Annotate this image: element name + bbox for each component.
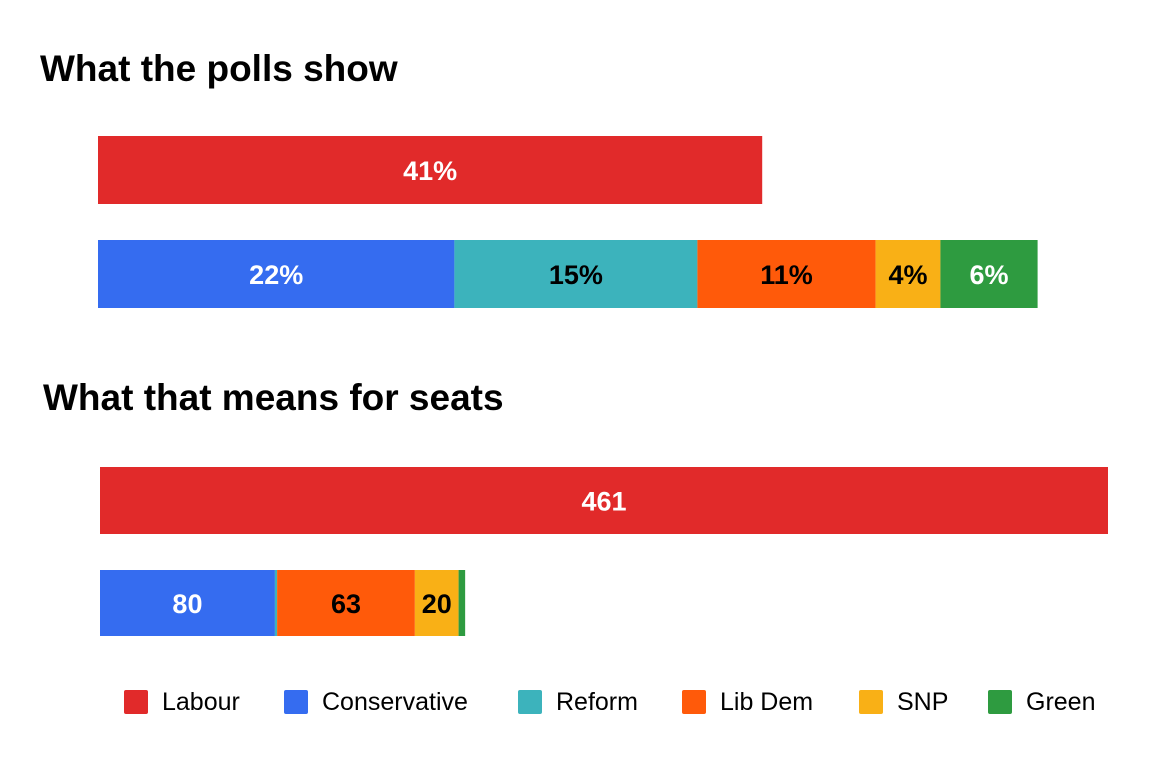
legend-swatch-snp <box>859 690 883 714</box>
polls-data-label-green: 6% <box>969 260 1008 290</box>
legend-swatch-labour <box>124 690 148 714</box>
legend-item-reform: Reform <box>518 688 638 716</box>
legend-swatch-reform <box>518 690 542 714</box>
legend-label-lib-dem: Lib Dem <box>720 688 813 716</box>
seats-bar-green <box>458 570 466 636</box>
legend-item-green: Green <box>988 688 1095 716</box>
seats-bar-snp <box>414 570 459 636</box>
polls-bar-reform <box>454 240 698 308</box>
polls-data-label-snp: 4% <box>888 260 927 290</box>
polls-bar-lib-dem <box>697 240 876 308</box>
legend-item-lib-dem: Lib Dem <box>682 688 813 716</box>
polls-data-label-labour: 41% <box>403 156 457 186</box>
seats-data-label-conservative: 80 <box>172 589 202 619</box>
seats-bar-conservative <box>100 570 275 636</box>
legend-item-conservative: Conservative <box>284 688 468 716</box>
seats-bar-lib-dem <box>277 570 415 636</box>
polls-bar-snp <box>875 240 941 308</box>
polls-bar-green <box>940 240 1038 308</box>
polls-bar-conservative <box>98 240 455 308</box>
seats-data-label-lib-dem: 63 <box>331 589 361 619</box>
legend-label-green: Green <box>1026 688 1095 716</box>
legend-label-labour: Labour <box>162 688 240 716</box>
seats-data-label-snp: 20 <box>422 589 452 619</box>
seats-bar-labour <box>100 467 1108 534</box>
polls-data-label-reform: 15% <box>549 260 603 290</box>
seats-chart-title: What that means for seats <box>43 377 504 418</box>
legend-label-conservative: Conservative <box>322 688 468 716</box>
legend-item-snp: SNP <box>859 688 948 716</box>
polls-bar-labour <box>98 136 763 204</box>
polls-chart-title: What the polls show <box>40 48 398 89</box>
legend-swatch-lib-dem <box>682 690 706 714</box>
polls-data-label-conservative: 22% <box>249 260 303 290</box>
legend-item-labour: Labour <box>124 688 240 716</box>
seats-bar-reform <box>274 570 278 636</box>
polls-data-label-lib-dem: 11% <box>760 260 813 290</box>
seats-data-label-labour: 461 <box>581 487 626 517</box>
legend-label-reform: Reform <box>556 688 638 716</box>
legend-swatch-green <box>988 690 1012 714</box>
legend-label-snp: SNP <box>897 688 948 716</box>
legend-swatch-conservative <box>284 690 308 714</box>
